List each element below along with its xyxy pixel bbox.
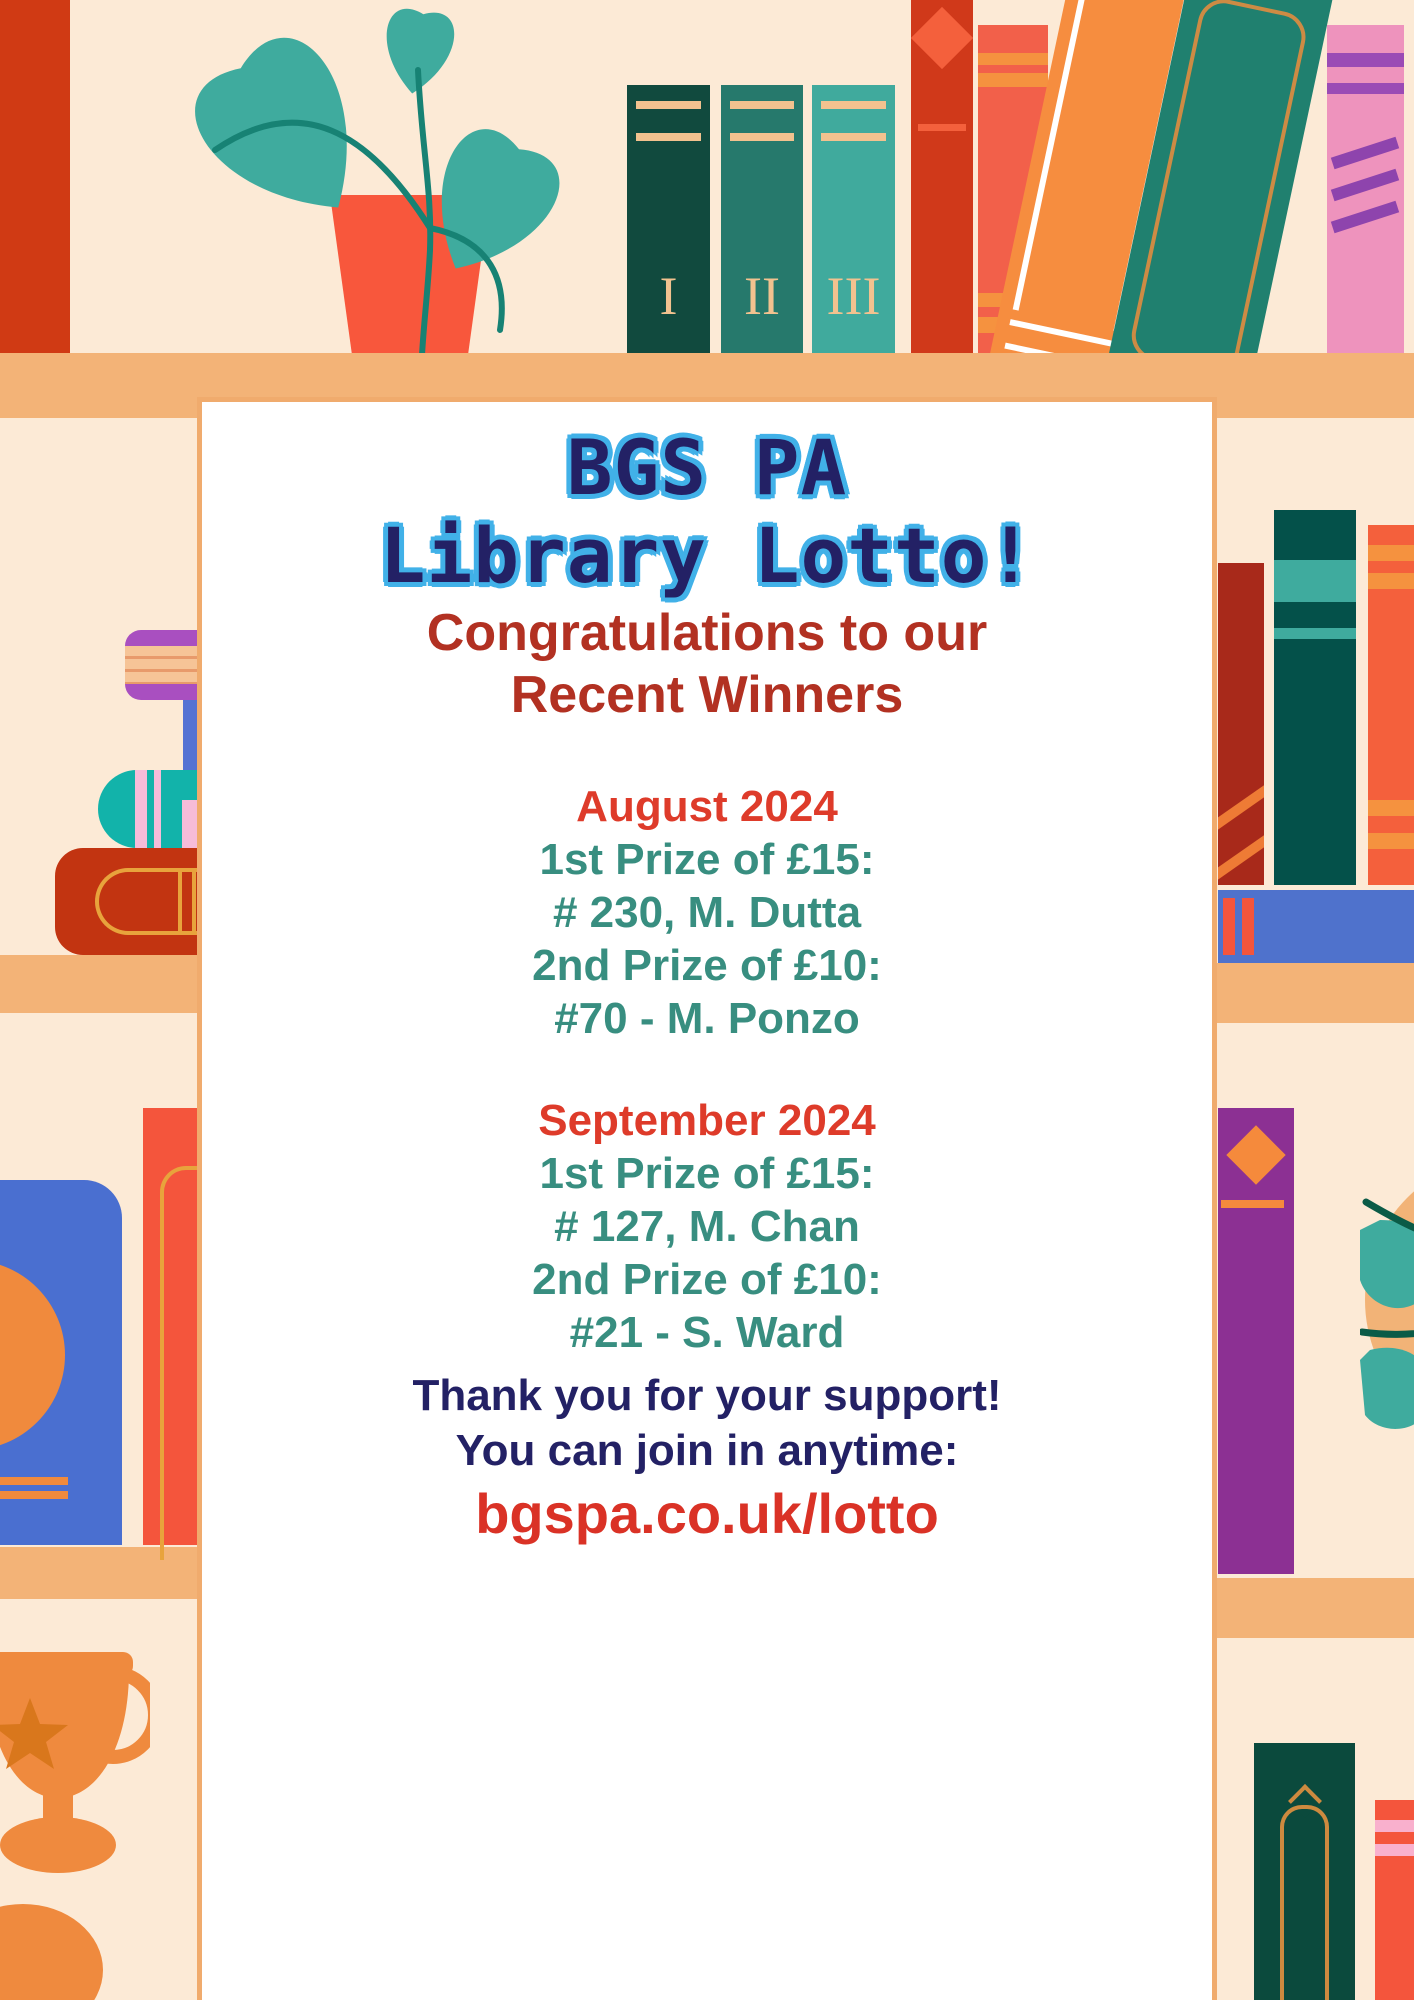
circle-ornament [0,1260,65,1450]
poster-title-line2: Library Lotto! [379,511,1035,600]
footer-line2: You can join in anytime: [455,1426,959,1475]
prize-line: 1st Prize of £15: [539,1149,875,1198]
book-spine-volume-2: II [721,85,803,353]
winners-september: September 2024 1st Prize of £15: # 127, … [202,1094,1212,1359]
book-spine-purple [1218,1108,1294,1574]
month-heading: August 2024 [576,782,838,831]
winners-card: BGS PA Library Lotto! Congratulations to… [197,397,1217,2000]
book-horizontal-teal [98,770,210,848]
book-spine-darkgreen-banded [1274,510,1356,885]
footer-line1: Thank you for your support! [412,1371,1002,1420]
book-horizontal-darkred [55,848,210,955]
prize-line: 1st Prize of £15: [539,835,875,884]
poster-footer: Thank you for your support! You can join… [202,1368,1212,1478]
trophy-illustration [0,1652,150,2000]
book-horizontal-blue-right [1218,890,1414,963]
book-horizontal-pages [125,630,210,700]
book-deco-frame [1280,1805,1329,2000]
book-spine-orange-striped [1368,525,1414,885]
diamond-ornament [1226,1125,1286,1185]
winner-line: # 230, M. Dutta [552,888,862,937]
book-spine-volume-1: I [627,85,710,353]
roman-numeral-label: III [826,266,881,326]
prize-line: 2nd Prize of £10: [532,941,882,990]
winner-line: #70 - M. Ponzo [554,994,860,1043]
book-spine-diamond [910,0,974,353]
poster-subtitle: Congratulations to our Recent Winners [202,602,1212,726]
book-deco-lines [1221,1200,1284,1208]
month-heading: September 2024 [538,1096,876,1145]
book-deco-lines [730,101,794,141]
book-cover-blue [0,1180,122,1545]
globe-illustration [1360,1191,1414,1429]
book-spine-volume-3: III [812,85,895,353]
winner-line: #21 - S. Ward [569,1308,845,1357]
book-spine-orange-pinkstripe [1375,1800,1414,2000]
winners-august: August 2024 1st Prize of £15: # 230, M. … [202,780,1212,1045]
poster-title: BGS PA Library Lotto! [202,424,1212,600]
book-deco-lines [636,101,701,141]
book-spine-pink [1327,25,1404,353]
poster-title-line1: BGS PA [566,423,848,512]
book-spine-red-left [0,0,70,353]
roman-numeral-label: II [744,266,780,326]
book-spine-darkred-diagonal [1218,563,1264,885]
diamond-ornament [910,6,974,70]
book-deco-frame [95,868,210,935]
subtitle-line1: Congratulations to our [426,604,988,662]
book-spine-green-arch [1254,1743,1355,2000]
roman-numeral-label: I [659,266,678,326]
subtitle-line2: Recent Winners [510,666,904,724]
prize-line: 2nd Prize of £10: [532,1255,882,1304]
book-deco-lines [821,101,886,141]
winner-line: # 127, M. Chan [554,1202,860,1251]
book-deco-lines [918,124,966,131]
plant-illustration [195,8,560,355]
lotto-url: bgspa.co.uk/lotto [475,1482,939,1545]
